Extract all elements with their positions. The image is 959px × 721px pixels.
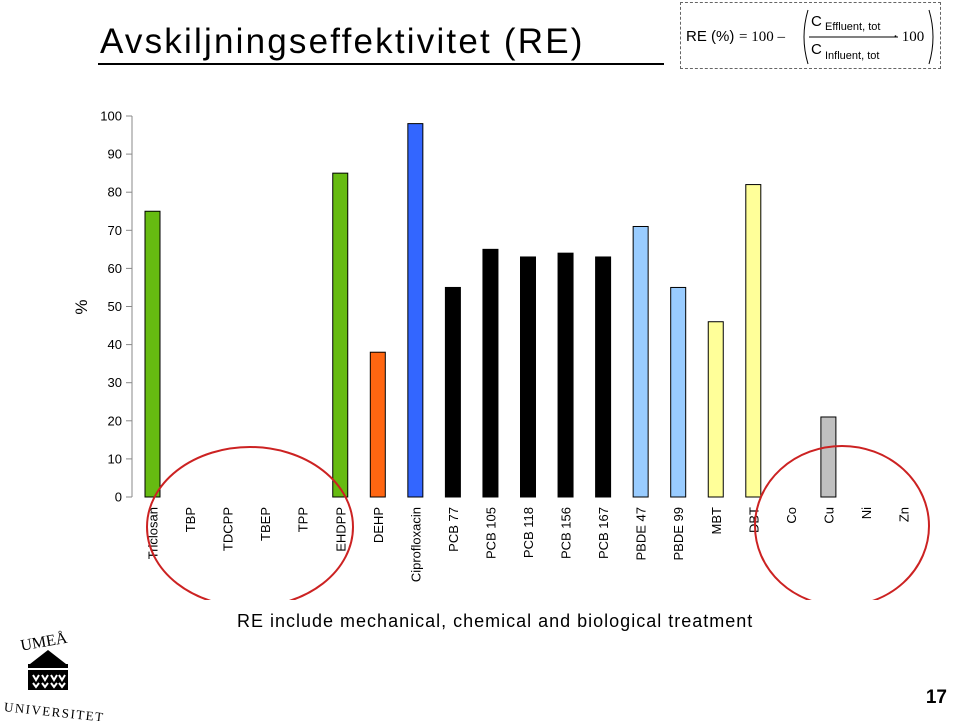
bar-pbde-47 [632,225,649,498]
logo-text-bottom: UNIVERSITET [3,699,105,721]
x-tick-label-pcb-77: PCB 77 [446,507,461,552]
logo-building-icon [28,650,68,690]
x-tick-label-ni: Ni [859,507,874,519]
x-tick-label-pbde-47: PBDE 47 [634,507,649,560]
x-tick-label-ehdpp: EHDPP [333,507,348,552]
denominator-symbol: C [811,41,822,58]
formula-constant: = 100 – [739,29,785,45]
highlight-ellipse-phosphates [146,446,354,600]
logo-text-top: UMEÅ [19,629,69,655]
title-underline [98,63,664,65]
highlight-ellipse-metals [754,445,930,600]
y-tick-label-90: 90 [108,147,122,162]
slide-title: Avskiljningseffektivitet (RE) [100,22,585,61]
x-tick-label-tbep: TBEP [258,507,273,541]
re-formula: RE (%) = 100 – C Effluent, tot C Influen… [686,9,934,65]
bar-cu [820,416,837,498]
y-tick-label-80: 80 [108,185,122,200]
right-paren [928,9,934,65]
y-tick-label-10: 10 [108,451,122,466]
formula-box [680,2,941,69]
y-tick-label-100: 100 [100,109,122,124]
formula-lhs: RE (%) [686,28,734,45]
bar-dbt [745,184,762,498]
bar-pcb-77 [444,286,461,498]
bar-dehp [369,351,386,498]
x-tick-label-zn: Zn [897,507,912,522]
y-axis-label: % [72,299,91,314]
page-number: 17 [925,687,947,708]
x-tick-label-tdcpp: TDCPP [221,507,236,551]
x-tick-label-pcb-105: PCB 105 [483,507,498,559]
bar-pcb-167 [595,256,612,498]
y-tick-label-20: 20 [108,413,122,428]
numerator-subscript: Effluent, tot [825,21,880,33]
y-tick-label-40: 40 [108,337,122,352]
numerator-symbol: C [811,13,822,30]
x-tick-label-mbt: MBT [709,507,724,535]
x-tick-label-pcb-167: PCB 167 [596,507,611,559]
x-tick-label-cu: Cu [821,507,836,524]
denominator-subscript: Influent, tot [825,50,879,62]
x-tick-label-dbt: DBT [746,507,761,533]
formula-multiplier: · 100 [893,29,924,45]
bar-mbt [707,321,724,498]
umea-university-logo: UMEÅ UNIVERSITET [3,629,105,721]
x-tick-label-pbde-99: PBDE 99 [671,507,686,560]
left-paren [803,9,809,65]
bar-pbde-99 [670,286,687,498]
x-tick-label-ciprofloxacin: Ciprofloxacin [408,507,423,582]
bar-triclosan [144,210,161,498]
x-tick-label-pcb-156: PCB 156 [559,507,574,559]
treatment-note: RE include mechanical, chemical and biol… [237,611,754,631]
bar-ehdpp [332,172,349,498]
x-tick-label-co: Co [784,507,799,524]
x-tick-label-dehp: DEHP [371,507,386,543]
y-tick-label-50: 50 [108,299,122,314]
y-tick-label-0: 0 [115,490,122,505]
x-tick-label-tpp: TPP [296,507,311,532]
bar-ciprofloxacin [407,123,424,498]
y-tick-label-30: 30 [108,375,122,390]
x-tick-label-pcb-118: PCB 118 [521,507,536,558]
bar-pcb-156 [557,252,574,498]
y-tick-label-60: 60 [108,261,122,276]
bar-pcb-118 [520,256,536,498]
x-tick-label-tbp: TBP [183,507,198,532]
y-tick-label-70: 70 [108,223,122,238]
bar-pcb-105 [482,248,499,498]
